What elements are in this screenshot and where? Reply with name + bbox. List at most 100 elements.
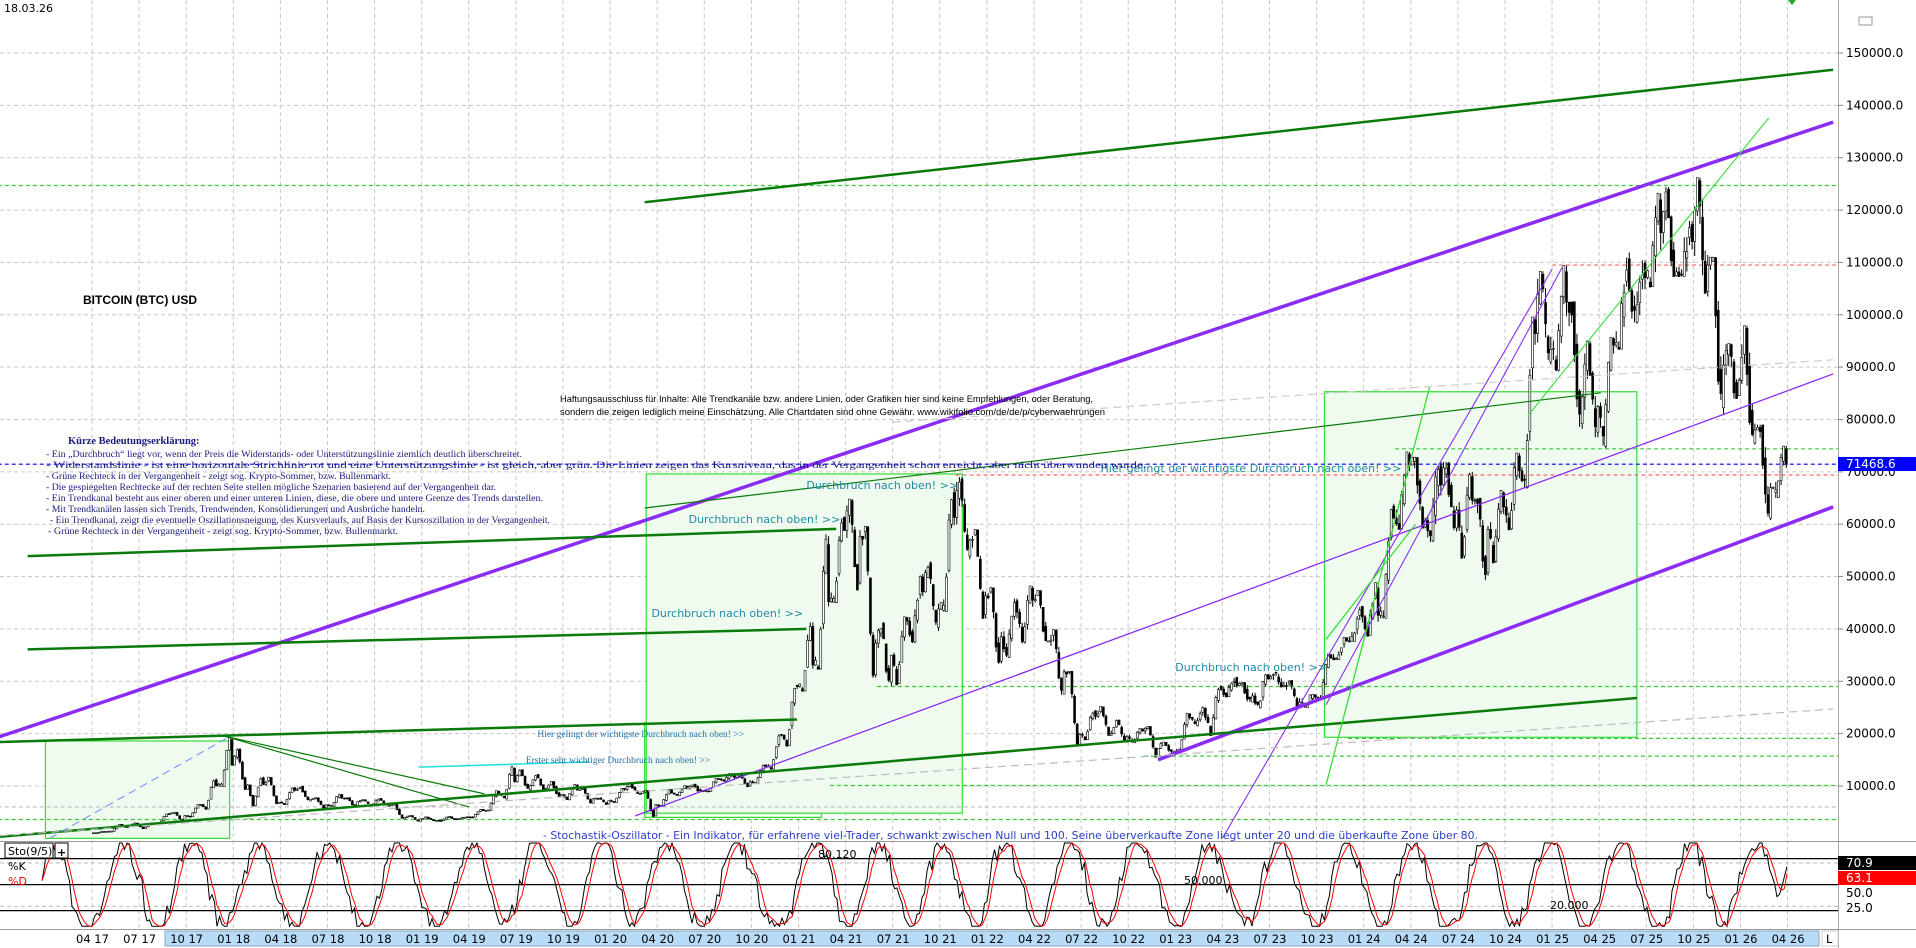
trend-line[interactable] (644, 392, 1601, 509)
candle-body (1784, 448, 1788, 465)
candle-body (861, 535, 864, 540)
candle-body (879, 628, 883, 634)
candle-body (290, 787, 294, 793)
stochastic-axis: 50.0 25.0 70.9 63.1 (1838, 856, 1916, 915)
candle-body (570, 789, 574, 796)
candle-body (1531, 316, 1534, 369)
candle-body (1730, 344, 1733, 357)
candle-body (285, 799, 289, 805)
price-axis[interactable]: 10000.0 20000.0 30000.0 40000.0 50000.0 60000… (1838, 46, 1903, 793)
x-tick-label: 10 18 (359, 932, 392, 946)
x-tick-label: 07 17 (123, 932, 156, 946)
candle-body (1465, 494, 1469, 530)
candle-body (1604, 404, 1608, 447)
indicator-label-box[interactable] (4, 842, 54, 859)
trend-line[interactable] (1157, 505, 1834, 762)
candle-body (960, 478, 964, 501)
candle-body (235, 749, 239, 758)
candle-body (1672, 249, 1676, 277)
candle-body (94, 832, 98, 835)
trend-line[interactable] (0, 120, 1834, 739)
candle-body (432, 819, 435, 822)
trend-line[interactable] (1528, 117, 1770, 416)
y-tick-label: 110000.0 (1846, 255, 1903, 269)
candle-body (186, 815, 189, 817)
candle-body (638, 793, 642, 795)
legend-line: - Ein Trendkanal, zeigt die eventuelle O… (50, 515, 550, 526)
candle-body (1334, 658, 1338, 660)
candle-body (1766, 494, 1770, 514)
candle-body (1256, 701, 1260, 705)
candle-body (1761, 424, 1765, 466)
candle-body (662, 799, 666, 807)
candle-body (241, 761, 244, 780)
trend-line[interactable] (634, 373, 1834, 817)
trend-line[interactable] (892, 359, 1834, 423)
candle-body (492, 795, 495, 805)
candle-body (1238, 683, 1241, 686)
candle-body (1274, 671, 1278, 674)
candle-body (1609, 336, 1613, 371)
y-tick-label: 80000.0 (1846, 413, 1896, 427)
trend-line[interactable] (0, 708, 1834, 837)
trend-line[interactable] (224, 735, 485, 795)
x-tick-label: 01 26 (1725, 932, 1758, 946)
candle-body (623, 788, 626, 790)
candle-body (905, 617, 909, 622)
candle-body (1682, 251, 1686, 277)
candle-body (1128, 736, 1131, 739)
candle-body (460, 816, 464, 819)
trend-line[interactable] (49, 735, 231, 839)
candle-body (1559, 296, 1563, 337)
candle-body (337, 794, 341, 798)
candle-body (1259, 700, 1262, 709)
x-tick-label: 10 21 (924, 932, 957, 946)
trend-line[interactable] (418, 761, 590, 768)
candle-body (858, 535, 862, 584)
candle-body (989, 587, 993, 593)
candle-body (254, 795, 257, 807)
breakout-annotation: Durchbruch nach oben! >> (651, 607, 803, 620)
visible-range-scrollbar[interactable] (164, 930, 1820, 947)
add-indicator-button[interactable] (54, 842, 69, 859)
candle-body (1656, 193, 1660, 222)
trend-line[interactable] (0, 718, 797, 744)
candle-body (463, 816, 467, 819)
candle-body (1667, 188, 1670, 219)
date-axis[interactable]: 04 17 07 17 10 17 01 18 04 18 07 18 10 18 01 19… (76, 932, 1805, 946)
candle-body (406, 815, 409, 818)
candle-body (311, 798, 315, 800)
trend-line[interactable] (27, 627, 807, 651)
candle-body (429, 817, 433, 820)
trend-lines[interactable] (0, 68, 1834, 839)
trend-line[interactable] (644, 68, 1834, 204)
trend-line[interactable] (1221, 268, 1553, 839)
candle-body (819, 628, 823, 670)
log-scale-label[interactable]: L (1826, 932, 1833, 946)
candle-body (751, 781, 755, 784)
candle-body (693, 783, 697, 788)
candle-body (597, 798, 600, 800)
candle-body (890, 654, 893, 683)
candle-body (1204, 707, 1207, 718)
trend-line[interactable] (1325, 523, 1417, 640)
log-scale-button[interactable] (1821, 930, 1839, 947)
trend-line[interactable] (1325, 386, 1431, 786)
candle-body (1052, 629, 1055, 636)
candle-body (1758, 427, 1762, 432)
candle-body (1107, 726, 1110, 736)
trend-line[interactable] (0, 696, 1637, 838)
candle-body (1156, 748, 1160, 757)
candle-body (249, 784, 252, 796)
candle-body (398, 808, 401, 815)
add-icon[interactable]: + (57, 846, 66, 859)
trend-line[interactable] (27, 527, 837, 558)
candle-body (1774, 489, 1778, 493)
trend-line[interactable] (224, 735, 469, 808)
candle-body (1348, 640, 1351, 643)
candle-body (1198, 713, 1202, 720)
x-tick-label: 01 25 (1536, 932, 1569, 946)
candle-body (1525, 440, 1529, 489)
panel-minimize-icon[interactable] (1858, 16, 1873, 26)
